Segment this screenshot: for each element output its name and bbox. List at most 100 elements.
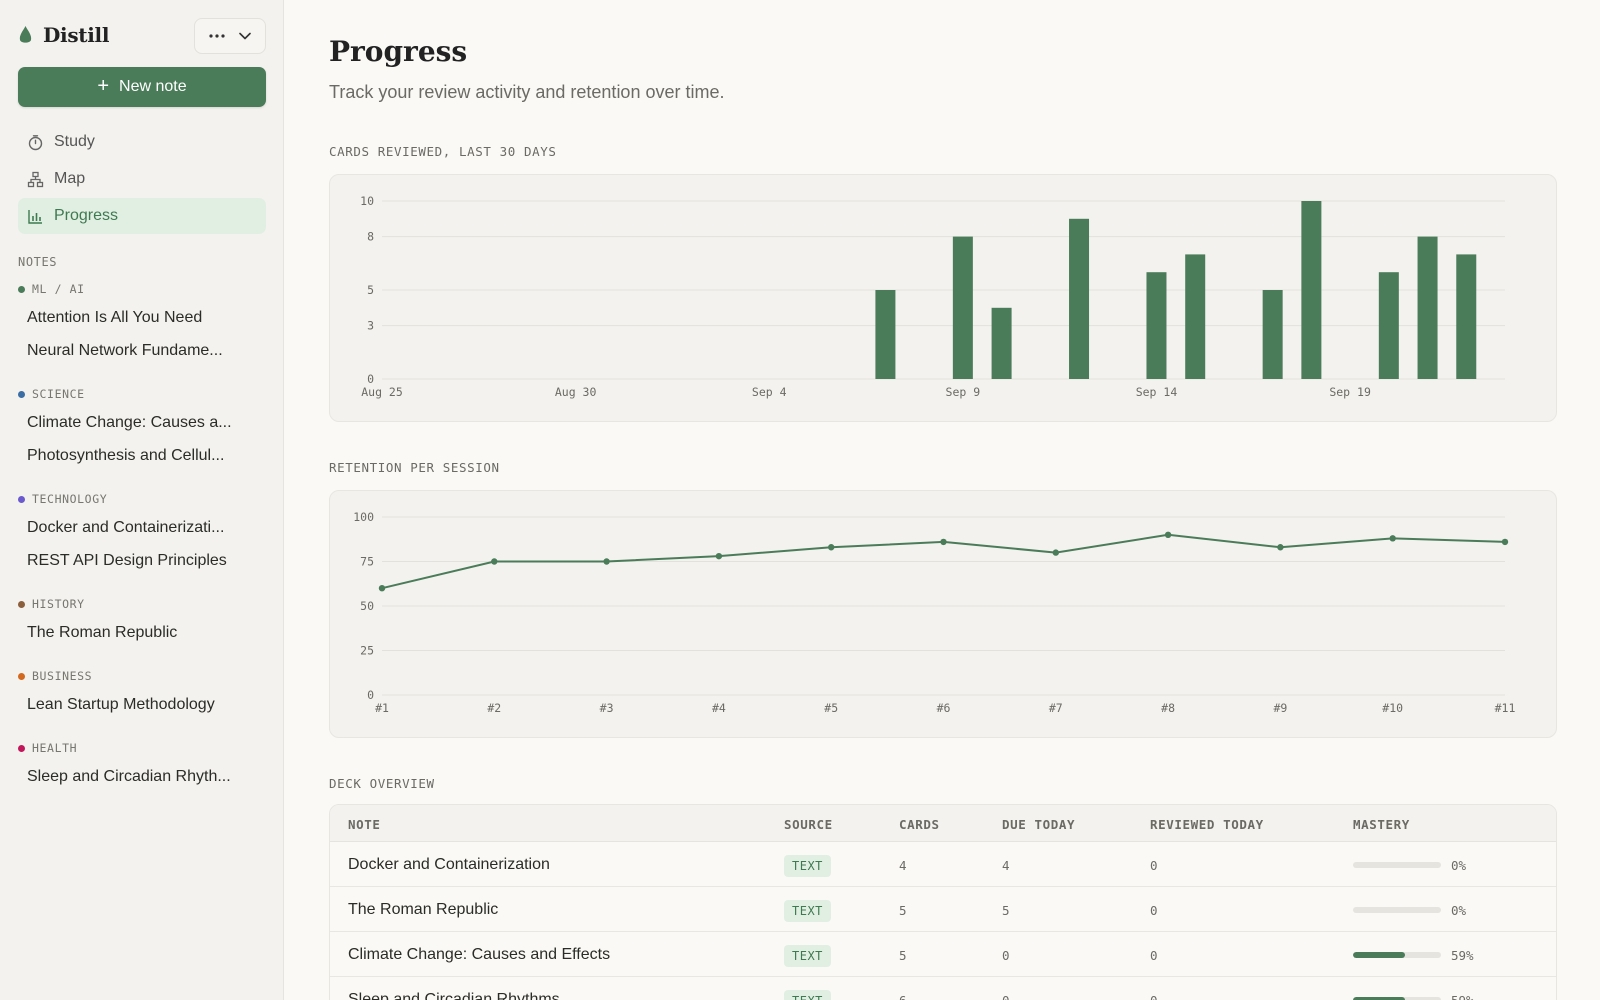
cards-reviewed-chart: 0 3 5 8 10 Aug 25 Aug 30 Sep 4 Sep 9 Sep 14 Sep 19 [329,174,1557,422]
x-tick-label: #1 [375,701,389,715]
mastery-fill [1353,952,1405,958]
line-chart-svg: 0 25 50 75 100 #1 #2 #3 #4 #5 #6 #7 #8 #9 #10 #11 [353,510,1515,715]
retention-chart: 0 25 50 75 100 #1 #2 #3 #4 #5 #6 #7 #8 #9 #10 #11 [329,490,1557,738]
column-header-due-today[interactable]: DUE TODAY [1002,817,1076,832]
note-item[interactable]: Neural Network Fundame... [27,342,223,359]
group-dot [18,672,25,680]
more-icon [209,34,225,38]
x-tick-label: #5 [824,701,838,715]
table-row[interactable]: The Roman Republic TEXT 5 5 0 0% [330,887,1556,932]
group-label-business: BUSINESS [18,669,92,683]
mastery-bar [1353,907,1441,913]
bar[interactable] [875,290,896,379]
data-point[interactable] [940,538,947,546]
cards-cell: 5 [899,948,907,963]
note-item[interactable]: The Roman Republic [27,624,178,641]
bar[interactable] [991,307,1012,379]
mastery-percent: 59% [1451,948,1474,963]
y-tick-label: 100 [353,510,374,524]
table-row[interactable]: Docker and Containerization TEXT 4 4 0 0% [330,842,1556,887]
cards-cell: 6 [899,993,907,1000]
x-tick-label: #10 [1382,701,1403,715]
group-label-text: HEALTH [32,741,78,755]
new-note-button[interactable]: + New note [18,67,266,107]
mastery-bar [1353,952,1441,958]
group-dot [18,744,25,752]
bar[interactable] [1417,236,1438,379]
bar[interactable] [1456,254,1477,379]
plus-icon: + [97,75,110,97]
nav-item-study[interactable]: Study [18,124,266,160]
y-tick-label: 8 [367,230,374,244]
bar-chart-icon [28,209,42,224]
data-point[interactable] [1389,535,1396,542]
nav-item-label: Study [54,133,95,150]
data-point[interactable] [1277,544,1284,551]
data-point[interactable] [1164,531,1172,538]
group-label-science: SCIENCE [18,387,85,401]
mastery-bar [1353,862,1441,868]
data-point[interactable] [1501,538,1509,546]
bar[interactable] [1069,218,1090,379]
due-today-cell: 5 [1002,903,1010,918]
group-label-text: SCIENCE [32,387,85,401]
page-title: Progress [329,35,468,68]
mastery-bar [1353,997,1441,1000]
bar[interactable] [952,236,973,379]
bar[interactable] [1378,272,1399,379]
x-tick-label: #3 [600,701,614,715]
nav-item-progress[interactable]: Progress [18,198,266,234]
bar[interactable] [1185,254,1206,379]
map-icon [27,171,44,187]
new-note-label: New note [119,78,187,95]
note-cell: The Roman Republic [348,901,499,918]
data-point[interactable] [828,544,835,551]
source-badge: TEXT [784,855,831,877]
mastery-percent: 59% [1451,993,1474,1000]
brand[interactable]: Distill [18,20,109,50]
group-dot [18,285,25,293]
data-point[interactable] [715,552,723,560]
group-label-technology: TECHNOLOGY [18,492,107,506]
y-tick-label: 10 [360,194,374,208]
nav-item-map[interactable]: Map [18,161,266,197]
bar[interactable] [1301,201,1322,379]
x-tick-label: #4 [712,701,726,715]
chevron-down-icon [239,32,251,40]
nav-item-label: Progress [54,207,119,224]
column-header-note[interactable]: NOTE [348,817,381,832]
table-row[interactable]: Sleep and Circadian Rhythms TEXT 6 0 0 59% [330,977,1556,1000]
data-point[interactable] [378,585,386,592]
group-label-text: TECHNOLOGY [32,492,108,506]
note-item[interactable]: Docker and Containerizati... [27,519,225,536]
page-subtitle: Track your review activity and retention… [329,82,725,102]
note-item[interactable]: Sleep and Circadian Rhyth... [27,768,231,785]
main-content: Progress Track your review activity and … [285,0,1600,1000]
reviewed-today-cell: 0 [1150,993,1158,1000]
note-item[interactable]: Lean Startup Methodology [27,696,215,713]
cards-cell: 5 [899,903,907,918]
x-tick-label: #2 [487,701,501,715]
table-row[interactable]: Climate Change: Causes and Effects TEXT 5 0… [330,932,1556,977]
bar[interactable] [1146,272,1167,379]
column-header-mastery[interactable]: MASTERY [1353,817,1410,832]
data-point[interactable] [603,558,610,565]
note-item[interactable]: REST API Design Principles [27,552,227,569]
x-tick-label: #8 [1161,701,1175,715]
y-tick-label: 3 [367,319,374,333]
data-point[interactable] [491,558,498,565]
data-point[interactable] [1052,549,1059,556]
x-tick-label: #6 [937,701,951,715]
column-header-reviewed-today[interactable]: REVIEWED TODAY [1150,817,1264,832]
x-tick-label: #7 [1049,701,1063,715]
workspace-menu-button[interactable] [194,18,266,54]
bar[interactable] [1262,290,1283,379]
column-header-cards[interactable]: CARDS [899,817,940,832]
y-tick-label: 0 [367,688,374,702]
note-item[interactable]: Attention Is All You Need [27,309,203,326]
source-badge: TEXT [784,990,831,1000]
note-item[interactable]: Climate Change: Causes a... [27,414,232,431]
group-label-health: HEALTH [18,741,77,755]
column-header-source[interactable]: SOURCE [784,817,833,832]
note-item[interactable]: Photosynthesis and Cellul... [27,447,225,464]
